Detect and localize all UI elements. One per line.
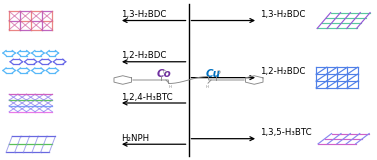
Text: 1,2-H₂BDC: 1,2-H₂BDC	[121, 52, 166, 60]
Text: Cu: Cu	[205, 69, 221, 80]
Text: Co: Co	[157, 69, 172, 80]
Text: 1,2,4-H₃BTC: 1,2,4-H₃BTC	[121, 93, 173, 102]
Text: 1,2-H₂BDC: 1,2-H₂BDC	[260, 67, 305, 76]
Text: 1,3-H₂BDC: 1,3-H₂BDC	[260, 10, 305, 19]
Text: H: H	[206, 85, 209, 89]
Text: O: O	[217, 70, 221, 75]
Text: H₂NPH: H₂NPH	[121, 134, 149, 143]
Text: 1,3,5-H₃BTC: 1,3,5-H₃BTC	[260, 128, 311, 137]
Text: 1,3-H₂BDC: 1,3-H₂BDC	[121, 10, 166, 19]
Text: O: O	[163, 70, 167, 75]
Text: H: H	[168, 85, 171, 89]
